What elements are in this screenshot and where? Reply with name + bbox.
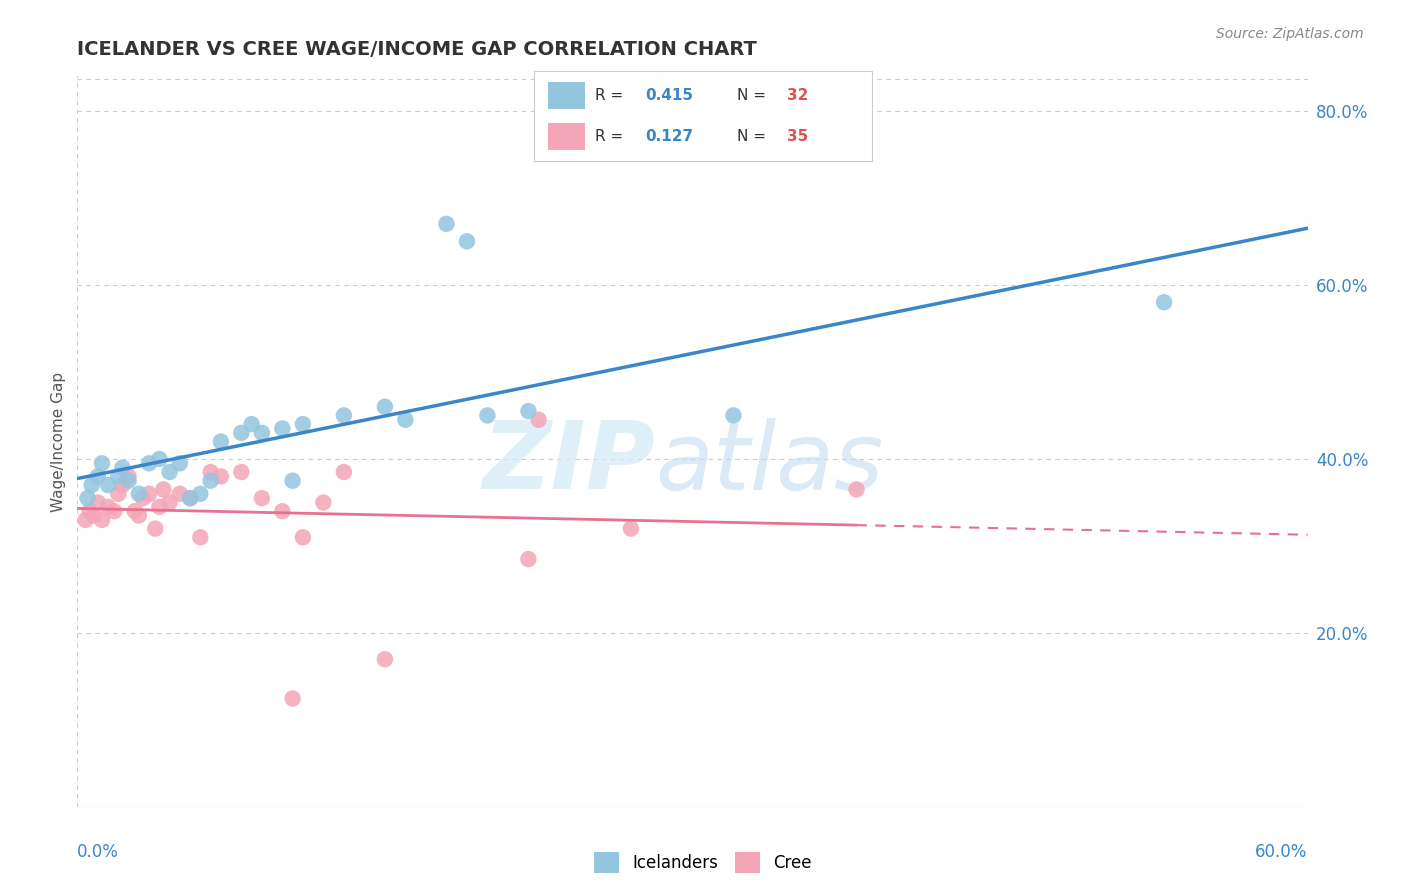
Point	[312, 495, 335, 509]
Point	[169, 456, 191, 470]
Point	[159, 465, 181, 479]
Point	[281, 691, 304, 706]
Point	[128, 487, 150, 501]
Point	[240, 417, 263, 431]
Point	[527, 413, 550, 427]
Point	[107, 469, 129, 483]
Point	[90, 456, 114, 470]
Point	[200, 465, 222, 479]
Point	[152, 483, 174, 497]
Point	[620, 522, 643, 536]
Point	[231, 465, 253, 479]
Point	[83, 508, 105, 523]
Text: 60.0%: 60.0%	[1256, 843, 1308, 861]
Point	[128, 508, 150, 523]
Point	[517, 552, 540, 566]
Point	[374, 400, 396, 414]
Text: ZIP: ZIP	[482, 417, 655, 509]
Text: 0.127: 0.127	[645, 129, 693, 144]
Text: Source: ZipAtlas.com: Source: ZipAtlas.com	[1216, 27, 1364, 41]
Text: atlas: atlas	[655, 418, 884, 509]
Point	[209, 469, 232, 483]
Point	[281, 474, 304, 488]
FancyBboxPatch shape	[548, 123, 585, 150]
Point	[179, 491, 201, 505]
Point	[271, 421, 294, 435]
Legend: Icelanders, Cree: Icelanders, Cree	[588, 846, 818, 880]
Point	[111, 478, 134, 492]
FancyBboxPatch shape	[548, 82, 585, 109]
Text: 0.415: 0.415	[645, 88, 693, 103]
Point	[291, 530, 314, 544]
Text: 35: 35	[787, 129, 808, 144]
Point	[79, 504, 101, 518]
Point	[333, 465, 356, 479]
Point	[394, 413, 416, 427]
Point	[374, 652, 396, 666]
Point	[188, 530, 212, 544]
Point	[90, 513, 114, 527]
Point	[436, 217, 458, 231]
Point	[87, 495, 110, 509]
Point	[723, 409, 745, 423]
Point	[1153, 295, 1175, 310]
Point	[75, 513, 97, 527]
Point	[117, 474, 139, 488]
Point	[148, 500, 170, 514]
Text: N =: N =	[737, 88, 770, 103]
Point	[845, 483, 868, 497]
Point	[107, 487, 129, 501]
Point	[188, 487, 212, 501]
Point	[271, 504, 294, 518]
Text: N =: N =	[737, 129, 770, 144]
Point	[159, 495, 181, 509]
Text: 32: 32	[787, 88, 808, 103]
Text: R =: R =	[595, 129, 628, 144]
Point	[111, 460, 134, 475]
Point	[132, 491, 155, 505]
Point	[124, 504, 146, 518]
Point	[138, 456, 160, 470]
Point	[291, 417, 314, 431]
Point	[143, 522, 166, 536]
Point	[456, 234, 478, 248]
Point	[97, 500, 120, 514]
Point	[103, 504, 125, 518]
Point	[250, 425, 273, 440]
Point	[76, 491, 98, 505]
Point	[517, 404, 540, 418]
Point	[250, 491, 273, 505]
Point	[200, 474, 222, 488]
Point	[117, 469, 139, 483]
Text: R =: R =	[595, 88, 628, 103]
Point	[148, 452, 170, 467]
Point	[87, 469, 110, 483]
Point	[231, 425, 253, 440]
Point	[169, 487, 191, 501]
Point	[333, 409, 356, 423]
Point	[97, 478, 120, 492]
Text: ICELANDER VS CREE WAGE/INCOME GAP CORRELATION CHART: ICELANDER VS CREE WAGE/INCOME GAP CORREL…	[77, 40, 758, 59]
Point	[138, 487, 160, 501]
Point	[209, 434, 232, 449]
Point	[179, 491, 201, 505]
Text: 0.0%: 0.0%	[77, 843, 120, 861]
Point	[477, 409, 499, 423]
Point	[80, 478, 103, 492]
Y-axis label: Wage/Income Gap: Wage/Income Gap	[51, 371, 66, 512]
